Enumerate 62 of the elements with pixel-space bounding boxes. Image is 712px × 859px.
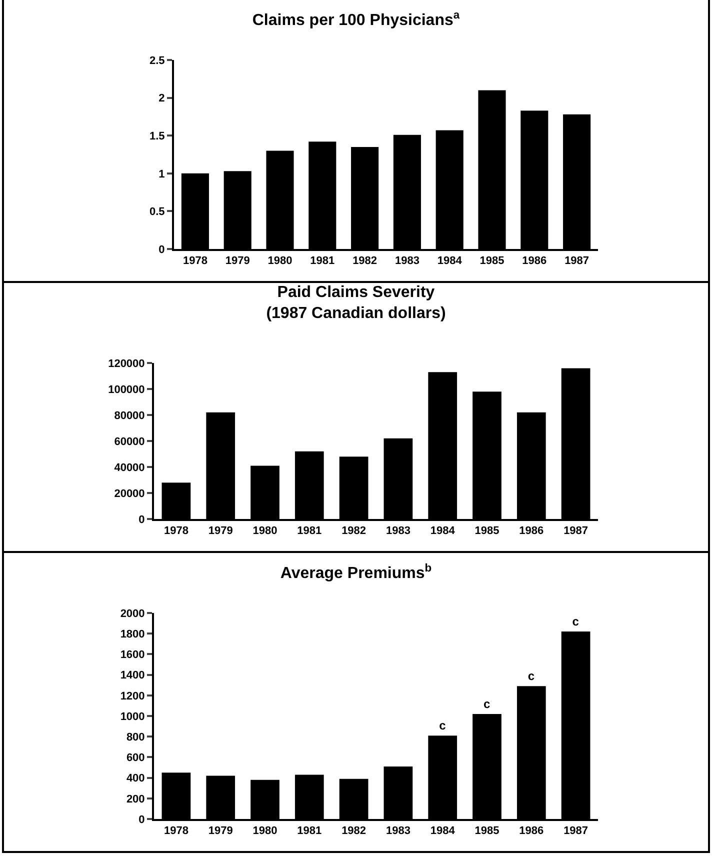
x-tick-label: 1980 [252, 525, 278, 538]
x-tick-label: 1987 [564, 825, 588, 838]
y-tick-label: 2000 [120, 608, 145, 620]
y-tick-label: 2.5 [150, 54, 165, 67]
y-tick-label: 0 [138, 514, 145, 526]
x-tick-label: 1979 [225, 255, 250, 268]
y-tick-label: 2 [158, 92, 165, 105]
y-tick-label: 1600 [120, 649, 145, 662]
y-tick-label: 1000 [120, 710, 145, 723]
data-label: c [484, 696, 490, 711]
x-tick-label: 1986 [519, 825, 544, 838]
x-tick-label: 1980 [252, 825, 278, 838]
chart-title: Paid Claims Severity [277, 284, 435, 301]
y-tick-label: 0.5 [150, 206, 165, 218]
y-tick-label: 60000 [114, 436, 145, 448]
y-tick-label: 0 [138, 814, 145, 826]
data-label: c [528, 669, 535, 684]
y-tick-label: 600 [126, 752, 145, 764]
chart-title: Average Premiums$^{b}$ [280, 562, 432, 582]
x-tick-label: 1983 [386, 525, 410, 538]
chart-subtitle: (1987 Canadian dollars) [266, 304, 446, 322]
y-tick-label: 200 [126, 793, 145, 806]
x-tick-label: 1986 [522, 255, 547, 268]
x-tick-label: 1978 [182, 255, 208, 268]
x-tick-label: 1985 [480, 255, 504, 268]
y-tick-label: 1 [158, 168, 165, 180]
x-tick-label: 1985 [474, 825, 500, 838]
x-tick-label: 1978 [164, 525, 188, 538]
x-tick-label: 1980 [268, 255, 292, 268]
x-tick-label: 1982 [342, 525, 366, 538]
x-tick-label: 1987 [564, 525, 588, 538]
x-tick-label: 1978 [164, 825, 188, 838]
y-tick-label: 400 [126, 772, 145, 785]
data-label: c [439, 718, 446, 733]
x-tick-label: 1984 [437, 255, 463, 268]
x-tick-label: 1987 [564, 255, 590, 268]
y-tick-label: 20000 [114, 488, 145, 500]
chart-title: Claims per 100 Physicians$^{a}$ [252, 9, 460, 30]
x-tick-label: 1979 [208, 825, 233, 838]
x-tick-label: 1986 [519, 525, 544, 538]
y-tick-label: 800 [126, 731, 145, 744]
y-tick-label: 1.5 [150, 130, 165, 142]
y-tick-label: 80000 [114, 410, 145, 422]
x-tick-label: 1979 [208, 525, 233, 538]
y-tick-label: 40000 [114, 462, 145, 474]
x-tick-label: 1983 [386, 825, 410, 838]
x-tick-label: 1982 [342, 825, 366, 838]
x-tick-label: 1982 [352, 255, 378, 268]
x-tick-label: 1985 [474, 525, 500, 538]
x-tick-label: 1984 [430, 825, 456, 838]
y-tick-label: 120000 [108, 358, 145, 370]
y-tick-label: 1200 [120, 690, 145, 702]
x-tick-label: 1981 [297, 525, 322, 538]
x-tick-label: 1984 [430, 525, 456, 538]
y-tick-label: 0 [158, 244, 165, 256]
y-tick-label: 1800 [120, 628, 145, 640]
data-label: c [572, 614, 580, 629]
x-tick-label: 1981 [310, 255, 335, 268]
x-tick-label: 1981 [297, 825, 322, 838]
y-tick-label: 1400 [120, 670, 145, 682]
y-tick-label: 100000 [108, 384, 145, 396]
x-tick-label: 1983 [394, 255, 420, 268]
